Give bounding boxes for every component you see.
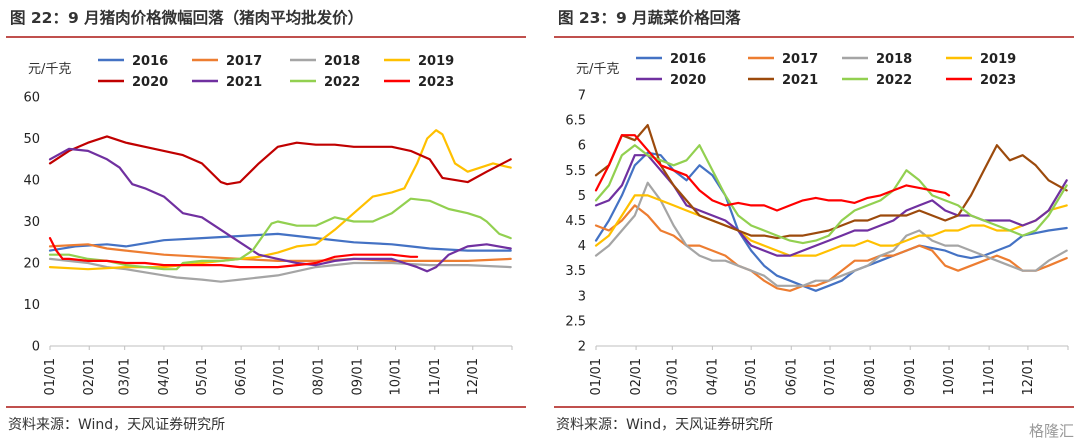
x-tick-label: 02/01	[82, 358, 97, 395]
y-unit-label: 元/千克	[28, 62, 72, 77]
line-chart-pork: 0 10 20 30 40 50 60 01/01 02/01 03/01 04/01 05/01 06…	[23, 54, 513, 395]
x-tick-label: 05/01	[744, 358, 759, 395]
series-line-2016	[48, 232, 512, 252]
legend-label-2018: 2018	[876, 52, 912, 67]
legend-label-2019: 2019	[418, 54, 454, 69]
series-line-2022	[48, 197, 512, 271]
series-line-2020	[594, 154, 1068, 257]
source-rule	[6, 406, 526, 408]
x-tick-label: 03/01	[118, 358, 133, 395]
y-tick-label: 3	[578, 289, 586, 304]
x-tick-label: 07/01	[272, 358, 287, 395]
y-tick-label: 10	[23, 298, 40, 313]
series-line-2023	[48, 237, 419, 269]
legend-label-2020: 2020	[670, 73, 706, 88]
x-tick-label: 06/01	[784, 358, 799, 395]
chart-title: 图 23：9 月蔬菜价格回落	[558, 9, 741, 27]
series-line-2022	[594, 144, 1068, 245]
legend-label-2016: 2016	[132, 54, 168, 69]
x-tick-label: 04/01	[157, 358, 172, 395]
x-tick-label: 10/01	[389, 358, 404, 395]
x-tick-label: 07/01	[823, 358, 838, 395]
x-tick-label: 08/01	[311, 358, 326, 395]
legend-label-2019: 2019	[980, 52, 1016, 67]
legend-label-2018: 2018	[324, 54, 360, 69]
series-line-2020	[48, 135, 512, 186]
chart-title: 图 22：9 月猪肉价格微幅回落（猪肉平均批发价）	[10, 9, 364, 27]
y-tick-label: 3.5	[565, 264, 586, 279]
series-line-2021	[594, 123, 1068, 240]
y-tick-label: 6.5	[565, 114, 586, 129]
y-tick-label: 4.5	[565, 214, 586, 229]
line-chart-vegetables: 2 2.5 3 3.5 4 4.5 5 5.5 6 6.5 7 01/01 02/01 03/01 04/0…	[565, 52, 1069, 395]
x-tick-label: 03/01	[665, 358, 680, 395]
x-tick-label: 01/01	[589, 358, 604, 395]
x-tick-label: 11/01	[982, 358, 997, 395]
y-tick-label: 60	[23, 91, 40, 106]
legend-label-2022: 2022	[876, 73, 912, 88]
x-tick-label: 04/01	[705, 358, 720, 395]
chart-panel-vegetables: 图 23：9 月蔬菜价格回落 元/千克 2 2.5 3 3.5 4 4.5 5 5.5 6 6.5…	[548, 0, 1080, 447]
legend-label-2017: 2017	[226, 54, 262, 69]
y-tick-label: 20	[23, 257, 40, 272]
y-tick-label: 5.5	[565, 164, 586, 179]
series-line-2023	[594, 134, 951, 212]
y-tick-label: 5	[578, 189, 586, 204]
y-tick-label: 50	[23, 132, 40, 147]
legend-label-2020: 2020	[132, 75, 168, 90]
series-line-2019	[594, 194, 1068, 257]
x-tick-label: 01/01	[43, 358, 58, 395]
source-note: 资料来源：Wind，天风证券研究所	[8, 417, 226, 433]
x-tick-label: 11/01	[428, 358, 443, 395]
series-line-2021	[48, 147, 512, 273]
x-tick-label: 02/01	[629, 358, 644, 395]
x-tick-label: 10/01	[942, 358, 957, 395]
source-rule	[554, 406, 1074, 408]
series-line-2019	[48, 129, 512, 271]
y-tick-label: 6	[578, 139, 586, 154]
y-tick-label: 4	[578, 239, 586, 254]
chart-panel-pork: 图 22：9 月猪肉价格微幅回落（猪肉平均批发价） 元/千克 0 10 20 30 40…	[0, 0, 532, 447]
y-tick-label: 40	[23, 174, 40, 189]
y-tick-label: 0	[32, 340, 40, 355]
y-unit-label: 元/千克	[576, 62, 620, 77]
source-note: 资料来源：Wind，天风证券研究所	[556, 417, 774, 433]
x-tick-label: 09/01	[903, 358, 918, 395]
series-line-2017	[48, 243, 512, 262]
y-tick-label: 2	[578, 340, 586, 355]
legend-label-2017: 2017	[782, 52, 818, 67]
legend-label-2023: 2023	[418, 75, 454, 90]
series-line-2017	[594, 204, 1068, 292]
title-rule	[554, 36, 1074, 38]
x-tick-label: 08/01	[863, 358, 878, 395]
legend-label-2023: 2023	[980, 73, 1016, 88]
x-tick-label: 09/01	[351, 358, 366, 395]
y-tick-label: 7	[578, 89, 586, 104]
x-tick-label: 12/01	[466, 358, 481, 395]
x-tick-label: 06/01	[234, 358, 249, 395]
x-tick-label: 05/01	[195, 358, 210, 395]
y-tick-label: 30	[23, 215, 40, 230]
legend-label-2021: 2021	[782, 73, 818, 88]
x-tick-label: 12/01	[1021, 358, 1036, 395]
legend-label-2021: 2021	[226, 75, 262, 90]
series-line-2018	[594, 181, 1068, 287]
legend-label-2022: 2022	[324, 75, 360, 90]
legend-label-2016: 2016	[670, 52, 706, 67]
title-rule	[6, 36, 526, 38]
y-tick-label: 2.5	[565, 314, 586, 329]
watermark-logo: 格隆汇	[1028, 422, 1074, 440]
